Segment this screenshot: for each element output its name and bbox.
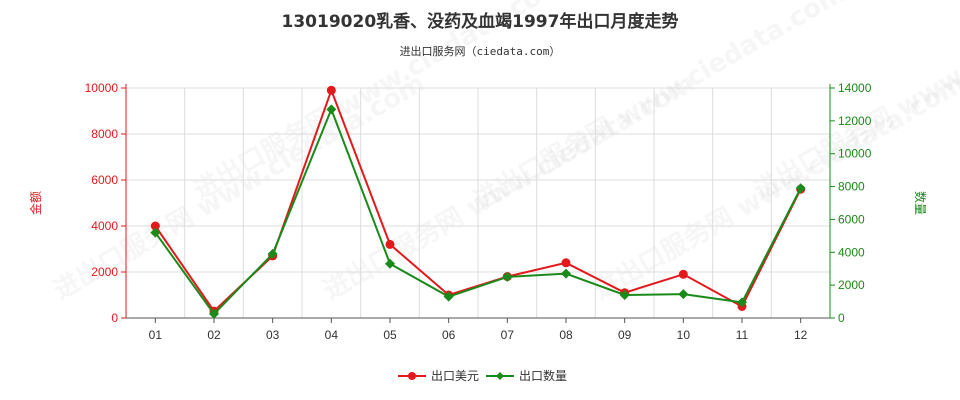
series-2-point (678, 289, 689, 300)
y-right-tick-label: 0 (838, 311, 845, 325)
series-2-point (502, 271, 513, 282)
legend-label: 出口美元 (431, 369, 479, 383)
legend-label: 出口数量 (519, 368, 567, 383)
y-left-tick-label: 2000 (91, 265, 118, 279)
series-2-point (795, 183, 806, 194)
x-tick-label: 12 (794, 328, 808, 342)
series-2-line (154, 106, 802, 316)
x-tick-label: 10 (677, 328, 691, 342)
x-tick-label: 09 (618, 328, 632, 342)
y-left-tick-label: 0 (111, 311, 118, 325)
series-2 (150, 104, 806, 319)
y-right-tick-label: 2000 (838, 278, 865, 292)
legend[interactable]: 出口美元 出口数量 (398, 368, 567, 383)
series-2-point (561, 268, 571, 279)
series-layer (150, 85, 806, 319)
x-tick-label: 11 (736, 328, 749, 342)
legend-item-2[interactable]: 出口数量 (486, 368, 567, 383)
series-1-point (150, 221, 160, 231)
series-2-point (443, 291, 454, 302)
y-left-tick-label: 8000 (91, 127, 118, 141)
y-left-tick-label: 4000 (91, 219, 118, 233)
x-tick-label: 05 (383, 328, 397, 342)
series-2-point (150, 227, 161, 238)
x-tick-label: 08 (559, 328, 573, 342)
chart-subtitle: 进出口服务网（ciedata.com） (400, 44, 561, 58)
x-tick-label: 03 (266, 328, 280, 342)
x-tick-label: 06 (442, 328, 456, 342)
x-tick-label: 02 (207, 328, 221, 342)
series-2-point (209, 308, 219, 319)
chart-title: 13019020乳香、没药及血竭1997年出口月度走势 (282, 11, 679, 32)
legend-swatch-marker (408, 372, 416, 380)
y-axis-right-title: 数量 (913, 191, 928, 215)
series-1-point (561, 258, 571, 268)
series-2-point (326, 104, 337, 115)
axes: 0 2000 4000 6000 8000 10000 0 2000 4000 6000 8000 1… (85, 81, 872, 342)
series-1-point (385, 239, 395, 249)
y-right-tick-label: 4000 (838, 245, 865, 259)
x-tick-label: 01 (149, 328, 163, 342)
series-1-point (326, 85, 336, 95)
y-right-tick-label: 12000 (838, 114, 872, 128)
x-tick-label: 07 (501, 328, 515, 342)
y-axis-left-title: 金额 (28, 191, 43, 215)
y-right-tick-label: 8000 (838, 180, 865, 194)
series-2-point (267, 248, 278, 259)
y-left-tick-label: 6000 (91, 173, 118, 187)
y-left-tick-label: 10000 (85, 81, 119, 95)
legend-item-1[interactable]: 出口美元 (398, 369, 479, 383)
series-2-point (385, 258, 395, 269)
y-right-tick-label: 10000 (838, 147, 872, 161)
series-2-point (619, 290, 630, 300)
y-right-tick-label: 14000 (838, 81, 872, 95)
series-1-point (678, 269, 688, 279)
x-tick-label: 04 (325, 328, 339, 342)
y-right-tick-label: 6000 (838, 212, 865, 226)
series-2-point (737, 297, 747, 308)
legend-swatch-marker (496, 372, 504, 380)
